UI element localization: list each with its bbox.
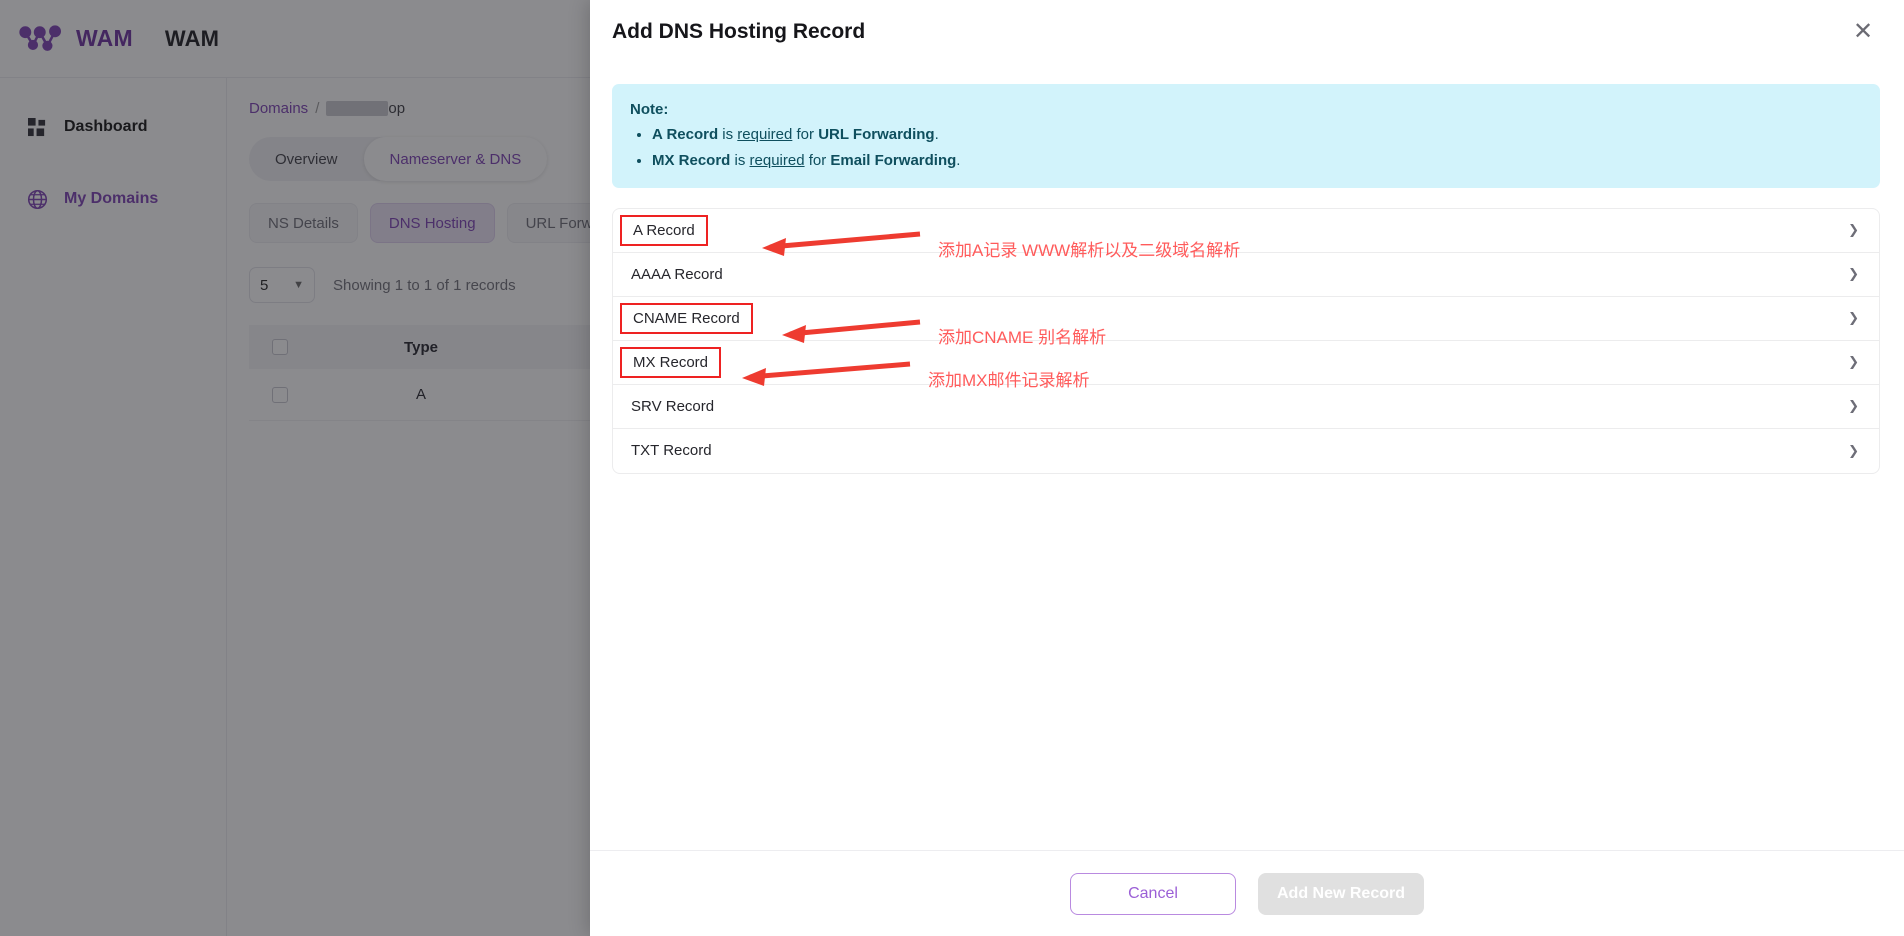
chevron-down-icon[interactable]: ❯ — [1848, 266, 1859, 282]
record-type-row-aaaa[interactable]: AAAA Record ❯ — [613, 253, 1879, 297]
note-text: is — [730, 151, 750, 169]
chevron-down-icon[interactable]: ❯ — [1848, 222, 1859, 238]
record-type-accordion-list: A Record ❯ AAAA Record ❯ CNAME Record ❯ … — [612, 207, 1880, 474]
record-type-row-a[interactable]: A Record ❯ — [613, 209, 1879, 253]
note-bold-a-record: A Record — [652, 126, 719, 144]
note-text: is — [718, 126, 738, 144]
note-underline-required: required — [737, 126, 793, 144]
record-type-label: MX Record — [620, 346, 722, 378]
record-type-row-txt[interactable]: TXT Record ❯ — [613, 429, 1879, 473]
note-bold-url-forwarding: URL Forwarding — [818, 126, 935, 144]
record-type-label: TXT Record — [631, 442, 712, 460]
note-bullet: A Record is required for URL Forwarding. — [652, 123, 1862, 146]
record-type-row-cname[interactable]: CNAME Record ❯ — [613, 297, 1879, 341]
modal-footer: Cancel Add New Record — [590, 850, 1904, 936]
record-type-label: AAAA Record — [631, 265, 723, 283]
record-type-label: CNAME Record — [620, 302, 753, 334]
modal-body: Note: A Record is required for URL Forwa… — [590, 64, 1904, 850]
add-new-record-button[interactable]: Add New Record — [1258, 872, 1424, 915]
note-text: . — [934, 126, 939, 144]
note-bullet: MX Record is required for Email Forwardi… — [652, 149, 1862, 172]
record-type-label: SRV Record — [631, 397, 715, 415]
cancel-button[interactable]: Cancel — [1070, 872, 1236, 915]
add-dns-record-modal: Add DNS Hosting Record ✕ Note: A Record … — [590, 0, 1904, 936]
record-type-label: A Record — [620, 214, 708, 246]
record-type-row-srv[interactable]: SRV Record ❯ — [613, 385, 1879, 429]
modal-header: Add DNS Hosting Record ✕ — [590, 0, 1904, 64]
note-title: Note: — [630, 101, 669, 118]
note-bold-email-forwarding: Email Forwarding — [830, 151, 957, 169]
chevron-down-icon[interactable]: ❯ — [1848, 442, 1859, 458]
record-type-row-mx[interactable]: MX Record ❯ — [613, 341, 1879, 385]
chevron-down-icon[interactable]: ❯ — [1848, 354, 1859, 370]
note-panel: Note: A Record is required for URL Forwa… — [612, 84, 1880, 188]
note-underline-required: required — [749, 151, 805, 169]
note-text: for — [792, 126, 819, 144]
close-icon[interactable]: ✕ — [1852, 18, 1874, 45]
note-text: for — [804, 151, 831, 169]
chevron-down-icon[interactable]: ❯ — [1848, 398, 1859, 414]
note-text: . — [956, 151, 961, 169]
chevron-down-icon[interactable]: ❯ — [1848, 310, 1859, 326]
modal-title: Add DNS Hosting Record — [612, 20, 866, 43]
note-bullet-list: A Record is required for URL Forwarding.… — [652, 123, 1862, 172]
note-bold-mx-record: MX Record — [652, 151, 731, 169]
